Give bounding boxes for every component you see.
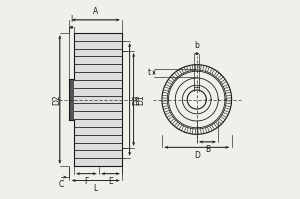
Text: b: b: [194, 41, 199, 50]
Text: I: I: [70, 15, 73, 24]
Bar: [69, 79, 74, 120]
Text: D3: D3: [132, 94, 141, 105]
Text: L: L: [94, 184, 98, 193]
Text: D: D: [194, 151, 200, 160]
Text: C: C: [58, 180, 64, 189]
Bar: [74, 33, 122, 166]
Text: D1: D1: [136, 94, 145, 105]
Text: t: t: [148, 68, 151, 77]
Text: A: A: [93, 7, 98, 16]
Text: B: B: [205, 145, 210, 154]
Text: E: E: [108, 177, 113, 186]
Text: D2: D2: [52, 94, 62, 105]
Text: F: F: [84, 177, 88, 186]
